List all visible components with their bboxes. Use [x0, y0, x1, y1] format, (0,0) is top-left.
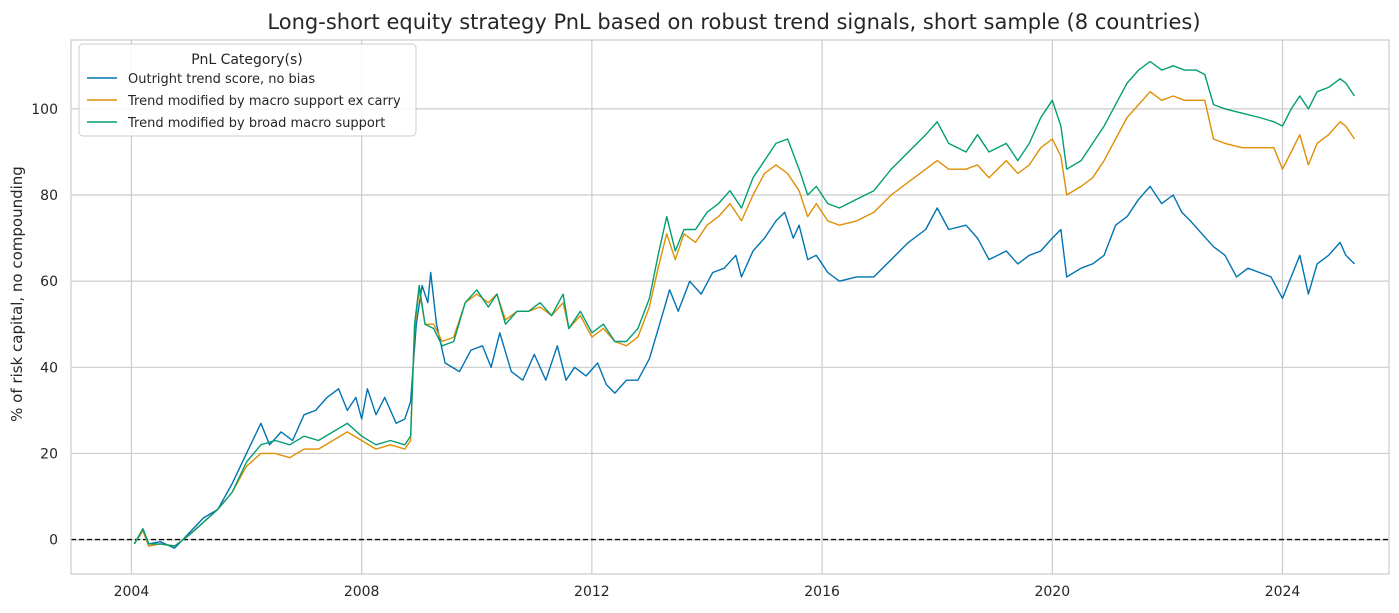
y-tick-label-80: 80	[40, 188, 58, 204]
legend: PnL Category(s) Outright trend score, no…	[78, 43, 417, 137]
chart-title: Long-short equity strategy PnL based on …	[267, 10, 1200, 34]
x-tick-label-2020: 2020	[1034, 584, 1070, 600]
x-tick-label-2012: 2012	[574, 584, 610, 600]
y-axis-label: % of risk capital, no compounding	[8, 166, 26, 422]
y-tick-label-60: 60	[40, 274, 58, 290]
legend-items: Outright trend score, no bias Trend modif…	[87, 72, 401, 131]
plot-frame	[70, 39, 1390, 575]
legend-box	[78, 43, 417, 137]
legend-label-3: Trend modified by broad macro support	[127, 116, 385, 131]
legend-title: PnL Category(s)	[191, 52, 303, 68]
series-line-1	[133, 185, 1355, 549]
x-tick-label-2016: 2016	[804, 584, 840, 600]
series-line-2	[133, 91, 1356, 547]
series-line-3	[133, 60, 1356, 547]
x-tick-label-2004: 2004	[114, 584, 150, 600]
x-tick-label-2008: 2008	[344, 584, 380, 600]
y-tick-label-0: 0	[49, 533, 58, 549]
y-tick-label-20: 20	[40, 446, 58, 462]
legend-label-1: Outright trend score, no bias	[128, 72, 315, 87]
series-layer	[133, 60, 1356, 549]
tick-labels: 2004 2008 2012 2016 2020 2024 0 20 40 60 80 100	[31, 102, 1300, 600]
y-tick-label-100: 100	[31, 102, 58, 118]
x-tick-label-2024: 2024	[1265, 584, 1301, 600]
y-tick-label-40: 40	[40, 360, 58, 376]
legend-label-2: Trend modified by macro support ex carry	[127, 94, 401, 109]
